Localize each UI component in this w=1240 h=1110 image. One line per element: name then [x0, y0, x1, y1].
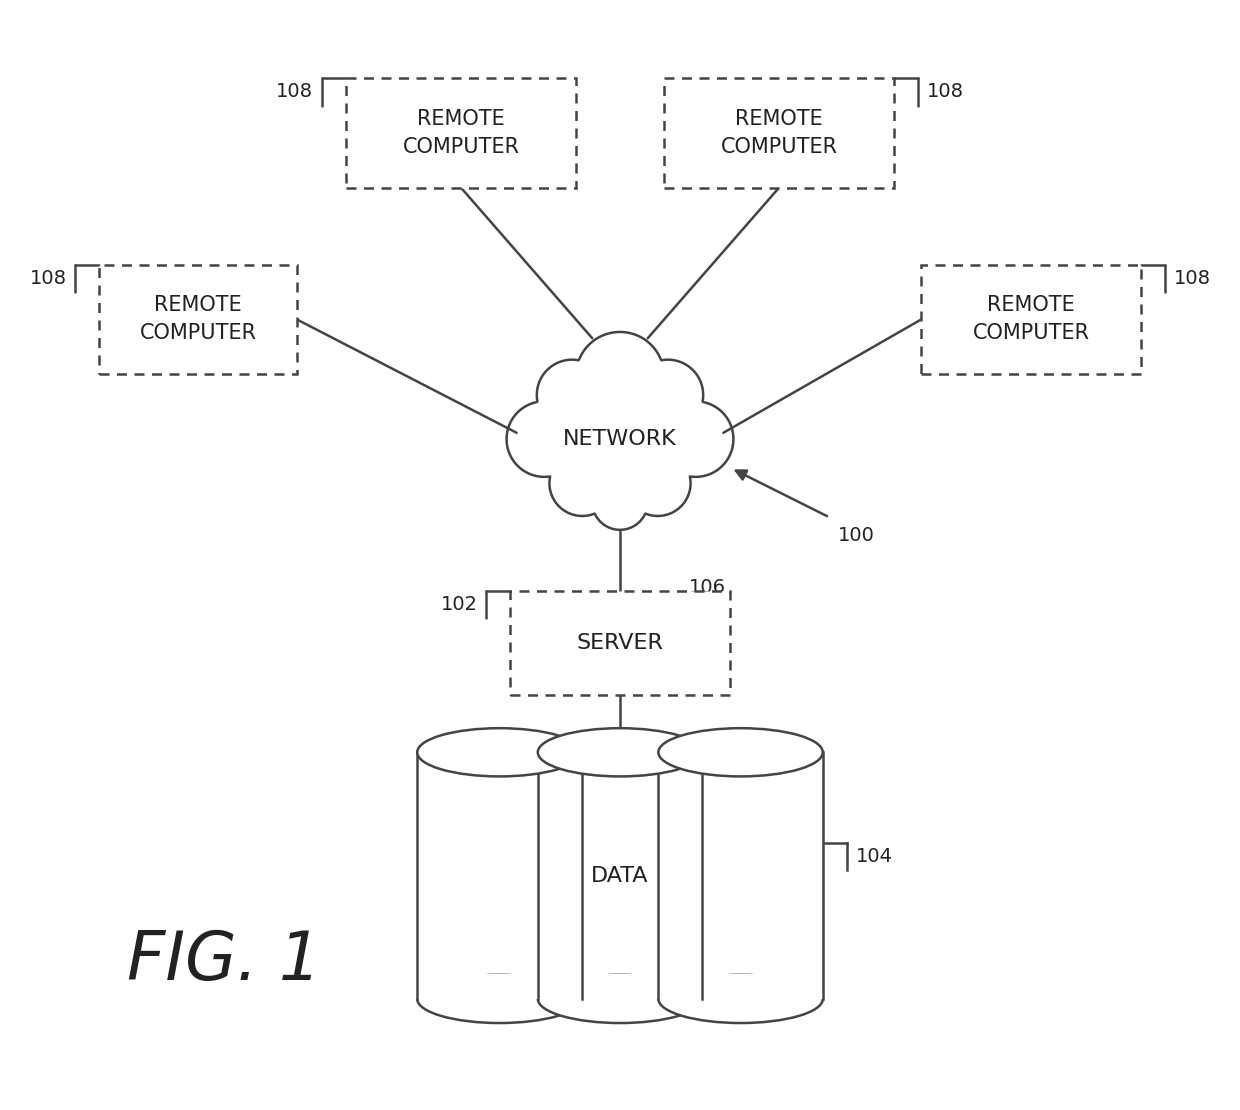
Bar: [346, 78, 577, 188]
Text: NETWORK: NETWORK: [563, 430, 677, 450]
Bar: [663, 78, 894, 188]
Text: 108: 108: [30, 269, 67, 287]
Bar: [412, 973, 587, 999]
Ellipse shape: [417, 728, 582, 776]
Text: REMOTE
COMPUTER: REMOTE COMPUTER: [403, 109, 520, 157]
Text: REMOTE
COMPUTER: REMOTE COMPUTER: [720, 109, 837, 157]
Bar: [99, 264, 296, 374]
Text: 108: 108: [277, 82, 312, 101]
Bar: [417, 753, 582, 999]
Text: 100: 100: [838, 526, 875, 545]
Bar: [538, 753, 702, 999]
Bar: [532, 973, 708, 999]
Ellipse shape: [538, 975, 702, 1023]
Bar: [658, 753, 823, 999]
Text: 108: 108: [928, 82, 963, 101]
Text: 106: 106: [689, 577, 727, 597]
Text: SERVER: SERVER: [577, 633, 663, 653]
Ellipse shape: [658, 975, 823, 1023]
Polygon shape: [507, 332, 733, 529]
Text: FIG. 1: FIG. 1: [126, 928, 321, 993]
Ellipse shape: [417, 975, 582, 1023]
Bar: [511, 591, 729, 695]
Text: 104: 104: [856, 847, 893, 866]
Bar: [653, 973, 828, 999]
Text: REMOTE
COMPUTER: REMOTE COMPUTER: [972, 295, 1090, 343]
Text: 108: 108: [1173, 269, 1210, 287]
Ellipse shape: [658, 728, 823, 776]
Text: DATA: DATA: [591, 866, 649, 886]
Text: 102: 102: [440, 595, 477, 614]
Bar: [921, 264, 1141, 374]
Ellipse shape: [538, 728, 702, 776]
Text: REMOTE
COMPUTER: REMOTE COMPUTER: [139, 295, 257, 343]
